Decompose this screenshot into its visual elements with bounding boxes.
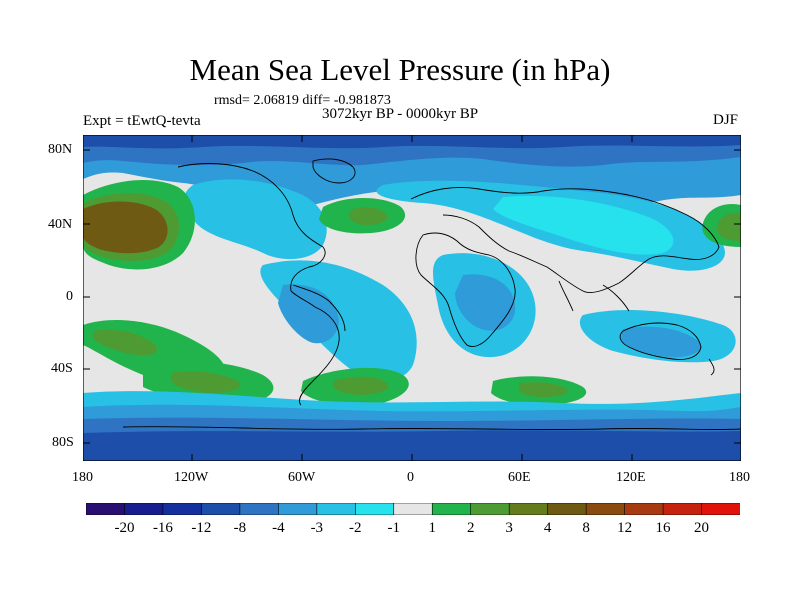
colorbar-label: -3 (310, 520, 324, 536)
colorbar-label: 12 (617, 520, 633, 536)
pressure-map (83, 135, 741, 461)
atlantic-high-core (348, 207, 388, 225)
colorbar-swatch (508, 503, 549, 515)
colorbar-swatch (124, 503, 164, 515)
lat-label-0: 0 (66, 289, 73, 304)
lon-label-120e: 120E (616, 470, 646, 485)
colorbar-label: -2 (349, 520, 362, 536)
colorbar-label: 3 (505, 520, 513, 536)
lat-label-40n: 40N (48, 217, 73, 232)
africa-low-inner (455, 274, 516, 331)
lon-label-180e: 180 (729, 470, 750, 485)
indian-ocean-high-core (518, 382, 568, 397)
australia-low-inner (621, 326, 701, 358)
colorbar-label: -12 (191, 520, 212, 536)
colorbar-swatch (393, 503, 433, 515)
colorbar-swatch (278, 503, 318, 515)
north-america-low (183, 179, 327, 260)
lon-label-120w: 120W (174, 470, 209, 485)
season-label: DJF (713, 112, 739, 128)
south-america-low (278, 284, 339, 344)
antarctic-low (83, 430, 741, 461)
south-pacific-high-west-core (93, 329, 158, 356)
colorbar-swatch (86, 503, 126, 515)
colorbar-label: 1 (428, 520, 436, 536)
lat-label-80s: 80S (52, 435, 74, 450)
period-text: 3072kyr BP - 0000kyr BP (322, 106, 479, 122)
colorbar-swatch (201, 503, 241, 515)
colorbar-swatch (701, 503, 740, 515)
colorbar-swatch (662, 503, 703, 515)
south-atlantic-high-core (332, 376, 389, 395)
colorbar-swatch (585, 503, 626, 515)
map-title: Mean Sea Level Pressure (in hPa) (189, 52, 611, 87)
colorbar-swatch (431, 503, 472, 515)
colorbar-swatch (162, 503, 203, 515)
colorbar-label: -20 (114, 520, 135, 536)
colorbar-swatch (470, 503, 510, 515)
colorbar-swatch (547, 503, 587, 515)
south-pacific-high-core (171, 371, 241, 393)
colorbar-label: -1 (387, 520, 401, 536)
colorbar (86, 503, 740, 515)
colorbar-label: 8 (582, 520, 590, 536)
colorbar-label: -16 (152, 520, 173, 536)
colorbar-label: -4 (272, 520, 285, 536)
colorbar-label: 16 (655, 520, 671, 536)
coastlines (122, 158, 741, 431)
lat-label-80n: 80N (48, 142, 73, 157)
colorbar-label: 2 (466, 520, 475, 536)
colorbar-swatch (316, 503, 356, 515)
colorbar-label: -8 (233, 520, 247, 536)
experiment-label: Expt = tEwtQ-tevta (83, 113, 201, 129)
lon-label-180w: 180 (72, 470, 93, 485)
north-pacific-high-core (83, 201, 168, 254)
colorbar-label: 20 (694, 520, 710, 536)
stats-text: rmsd= 2.06819 diff= -0.981873 (214, 93, 391, 108)
lat-label-40s: 40S (51, 361, 73, 376)
colorbar-swatch (239, 503, 279, 515)
eurasia-low-inner (493, 195, 674, 255)
lon-label-60e: 60E (508, 470, 531, 485)
north-pacific-high-east-core (716, 212, 741, 241)
colorbar-label: 4 (543, 520, 552, 536)
lon-label-0: 0 (407, 470, 414, 485)
lon-label-60w: 60W (288, 470, 316, 485)
colorbar-swatch (624, 503, 664, 515)
colorbar-swatch (354, 503, 395, 515)
